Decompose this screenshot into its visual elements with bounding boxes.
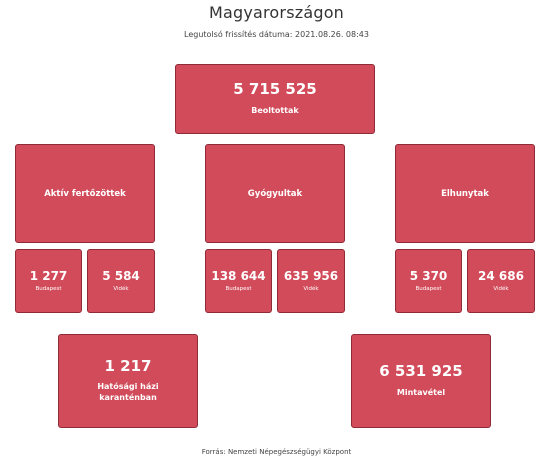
tests-value: 6 531 925 [379,362,463,381]
vaccinated-value: 5 715 525 [233,80,317,99]
deceased-countryside-label: Vidék [493,285,509,292]
active-budapest-value: 1 277 [29,269,68,284]
page-title: Magyarországon [208,3,345,22]
recovered-countryside-card: 635 956 Vidék [277,249,345,313]
deceased-card: Elhunytak [395,144,535,243]
recovered-card: Gyógyultak [205,144,345,243]
recovered-countryside-value: 635 956 [283,269,339,284]
deceased-countryside-value: 24 686 [478,269,524,284]
tests-label: Mintavétel [396,387,446,397]
active-countryside-card: 5 584 Vidék [87,249,155,313]
tests-card: 6 531 925 Mintavétel [351,334,491,428]
recovered-countryside-label: Vidék [303,285,319,292]
last-updated-text: Legutolsó frissítés dátuma: 2021.08.26. … [184,30,369,39]
recovered-label: Gyógyultak [247,188,303,199]
active-budapest-label: Budapest [35,285,62,292]
deceased-budapest-card: 5 370 Budapest [395,249,462,313]
deceased-countryside-card: 24 686 Vidék [467,249,535,313]
active-countryside-label: Vidék [113,285,129,292]
recovered-budapest-label: Budapest [225,285,252,292]
active-budapest-card: 1 277 Budapest [15,249,82,313]
active-infected-card: Aktív fertőzöttek [15,144,155,243]
quarantine-card: 1 217 Hatósági házi karanténban [58,334,198,428]
recovered-budapest-value: 138 644 [211,269,266,284]
vaccinated-card: 5 715 525 Beoltottak [175,64,375,134]
recovered-budapest-card: 138 644 Budapest [205,249,272,313]
active-countryside-value: 5 584 [102,269,140,284]
quarantine-value: 1 217 [104,356,152,375]
deceased-budapest-value: 5 370 [409,269,448,284]
active-infected-label: Aktív fertőzöttek [44,188,126,199]
source-footer: Forrás: Nemzeti Népegészségügyi Központ [201,448,352,456]
vaccinated-label: Beoltottak [251,105,299,115]
deceased-budapest-label: Budapest [415,285,442,292]
quarantine-label: Hatósági házi karanténban [97,382,159,403]
deceased-label: Elhunytak [441,188,489,199]
